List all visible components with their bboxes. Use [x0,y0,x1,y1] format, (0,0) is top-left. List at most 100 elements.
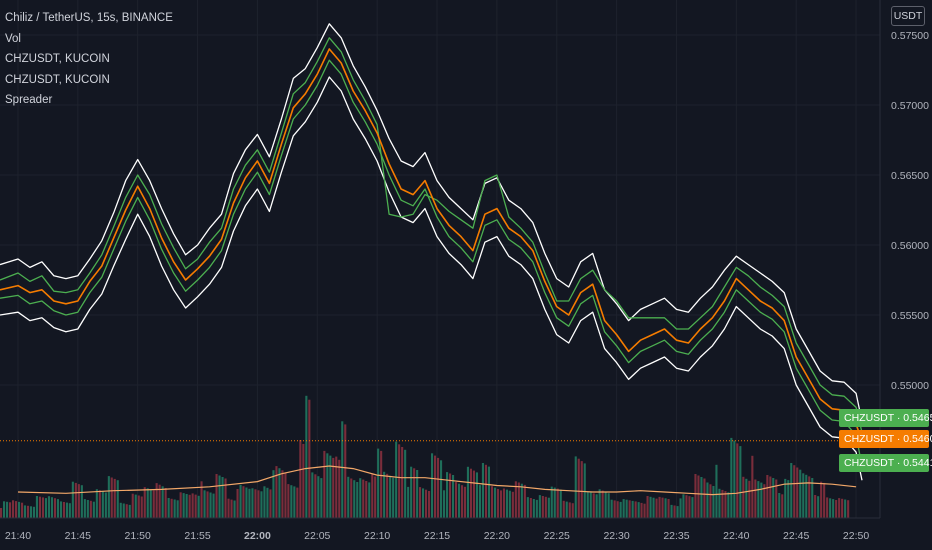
volume-bar [350,478,353,518]
volume-bar [631,500,634,518]
volume-bar [598,489,601,518]
volume-bar [562,500,565,518]
volume-bar [89,500,92,518]
volume-bar [715,464,718,518]
volume-bar [694,474,697,518]
volume-bar [395,441,398,518]
y-tick-label: 0.56000 [891,240,929,252]
indicator-chzusdt-kucoin-2[interactable]: CHZUSDT, KUCOIN [5,73,110,86]
volume-bar [41,497,44,518]
volume-bar [86,500,89,518]
volume-bar [26,505,29,518]
volume-bar [472,470,475,518]
volume-bar [739,446,742,518]
volume-bar [404,449,407,519]
volume-bar [565,501,568,518]
x-tick-label: 21:55 [184,530,210,542]
volume-bar [212,493,215,518]
x-tick-label: 22:50 [843,530,869,542]
volume-bar [131,493,134,518]
currency-button[interactable]: USDT [891,6,925,26]
volume-bar [580,461,583,518]
volume-bar [478,485,481,518]
x-tick-label: 21:45 [65,530,91,542]
volume-bar [401,447,404,518]
series-line-upper-band [0,37,863,433]
x-tick-label: 22:30 [603,530,629,542]
volume-bar [167,498,170,518]
volume-bar [790,463,793,518]
volume-bar [622,499,625,518]
volume-bar [463,486,466,518]
volume-bar [700,477,703,518]
volume-bar [65,502,68,518]
volume-bar [356,482,359,518]
chart-legend: Chiliz / TetherUS, 15s, BINANCE Vol CHZU… [5,8,173,111]
volume-bar [781,494,784,518]
volume-bar [44,498,47,518]
volume-bar [422,488,425,518]
volume-bar [230,499,233,518]
x-tick-label: 21:50 [125,530,151,542]
volume-bar [607,493,610,518]
volume-bar [77,484,80,518]
volume-bar [29,506,32,518]
indicator-chzusdt-kucoin-1[interactable]: CHZUSDT, KUCOIN [5,53,110,65]
volume-bar [260,491,263,518]
volume-bar [320,478,323,518]
volume-bar [511,491,514,518]
volume-bar [616,501,619,518]
volume-bar [688,496,691,518]
volume-bar [431,453,434,518]
volume-bar [221,477,224,518]
volume-bar [847,500,850,518]
volume-bar [640,502,643,518]
volume-bar [305,395,308,518]
volume-bar [326,453,329,518]
indicator-spreader[interactable]: Spreader [5,94,53,106]
volume-bar [586,491,589,518]
volume-bar [832,499,835,518]
volume-bar [649,496,652,518]
volume-bar [703,478,706,518]
volume-bar [71,481,74,518]
volume-bar [676,506,679,518]
volume-bar [113,478,116,518]
volume-bar [413,468,416,518]
indicator-vol[interactable]: Vol [5,32,21,45]
y-tick-label: 0.55000 [891,380,929,392]
volume-bar [6,501,9,518]
volume-bar [47,496,50,518]
volume-bar [748,480,751,518]
volume-bar [799,469,802,518]
volume-bar [619,501,622,518]
volume-bar [266,487,269,518]
volume-bar [59,501,62,518]
volume-bar [796,467,799,518]
volume-bar [571,503,574,518]
volume-bar [143,487,146,518]
volume-bar [787,480,790,518]
volume-bar [125,504,128,518]
volume-bar [475,472,478,518]
volume-bar [535,499,538,518]
volume-bar [538,495,541,518]
volume-bar [589,492,592,518]
volume-bar [449,473,452,518]
symbol-title[interactable]: Chiliz / TetherUS, 15s, BINANCE [5,12,173,24]
volume-bar [754,479,757,518]
volume-bar [251,488,254,518]
volume-bar [434,455,437,518]
volume-bar [775,479,778,518]
volume-bar [742,476,745,518]
volume-bar [416,470,419,518]
volume-bar [188,494,191,518]
volume-bar [520,483,523,518]
volume-bar [760,482,763,518]
volume-bar [164,488,167,518]
volume-bars [0,395,857,519]
volume-bar [257,490,260,518]
volume-bar [155,483,158,518]
